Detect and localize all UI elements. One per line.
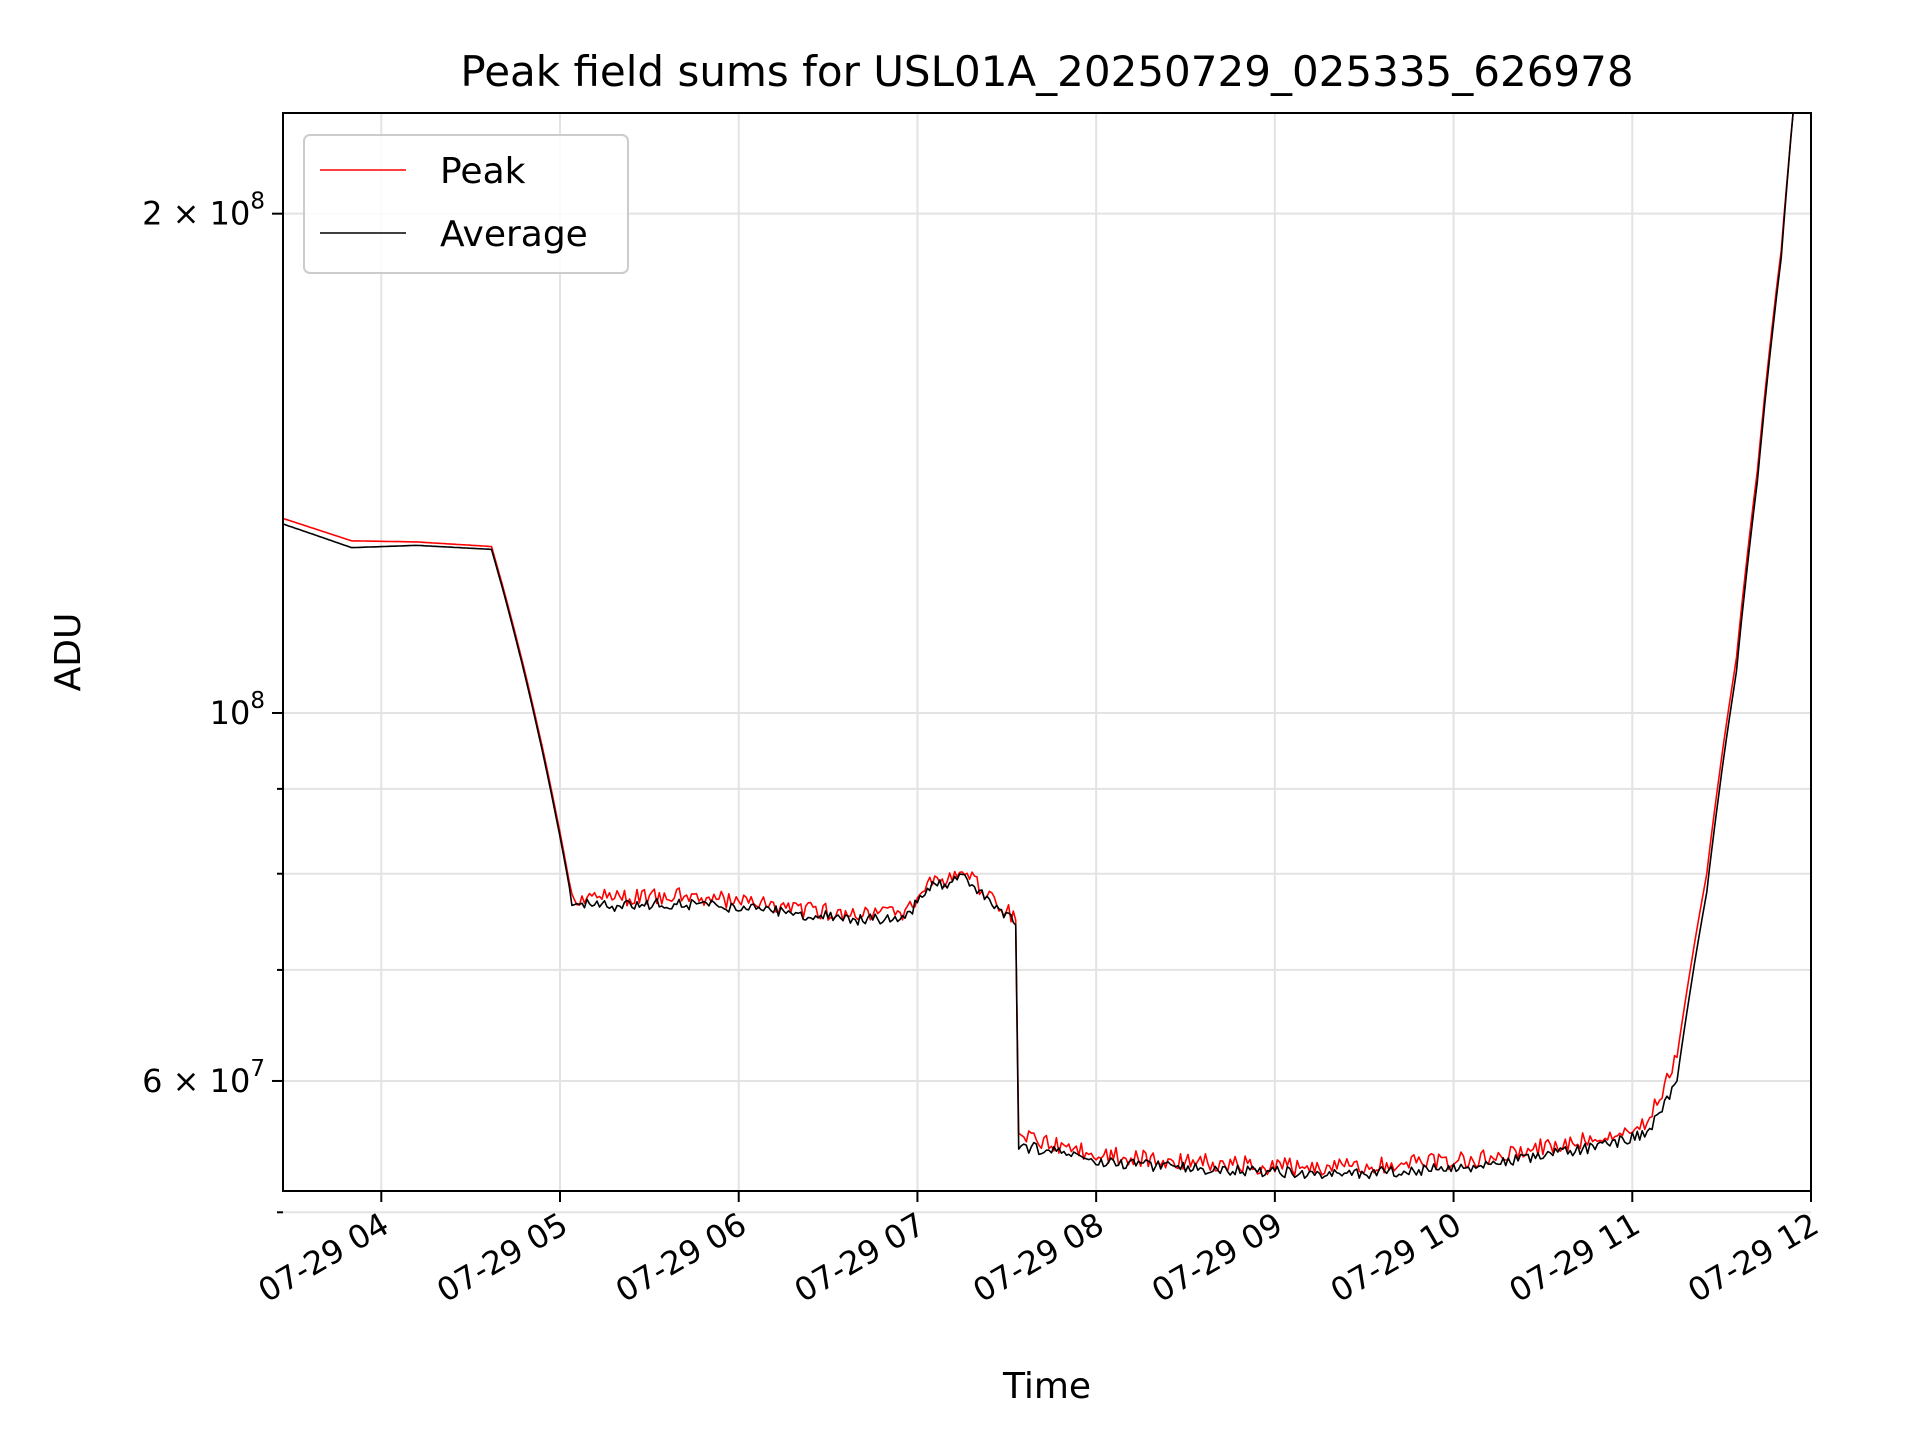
plot-frame	[282, 112, 1812, 1192]
legend: Peak Average	[303, 134, 629, 274]
series-layer	[282, 112, 1794, 1180]
y-tick-label: 2 × 108	[142, 189, 265, 233]
series-line-average	[282, 112, 1794, 1180]
y-axis-label: ADU	[48, 613, 89, 692]
chart-title: Peak field sums for USL01A_20250729_0253…	[460, 47, 1633, 96]
legend-label-average: Average	[440, 214, 588, 255]
y-tick-label: 108	[210, 688, 265, 732]
y-tick-label: 6 × 107	[142, 1056, 265, 1100]
x-axis-label: Time	[1002, 1366, 1091, 1407]
legend-label-peak: Peak	[440, 151, 526, 192]
